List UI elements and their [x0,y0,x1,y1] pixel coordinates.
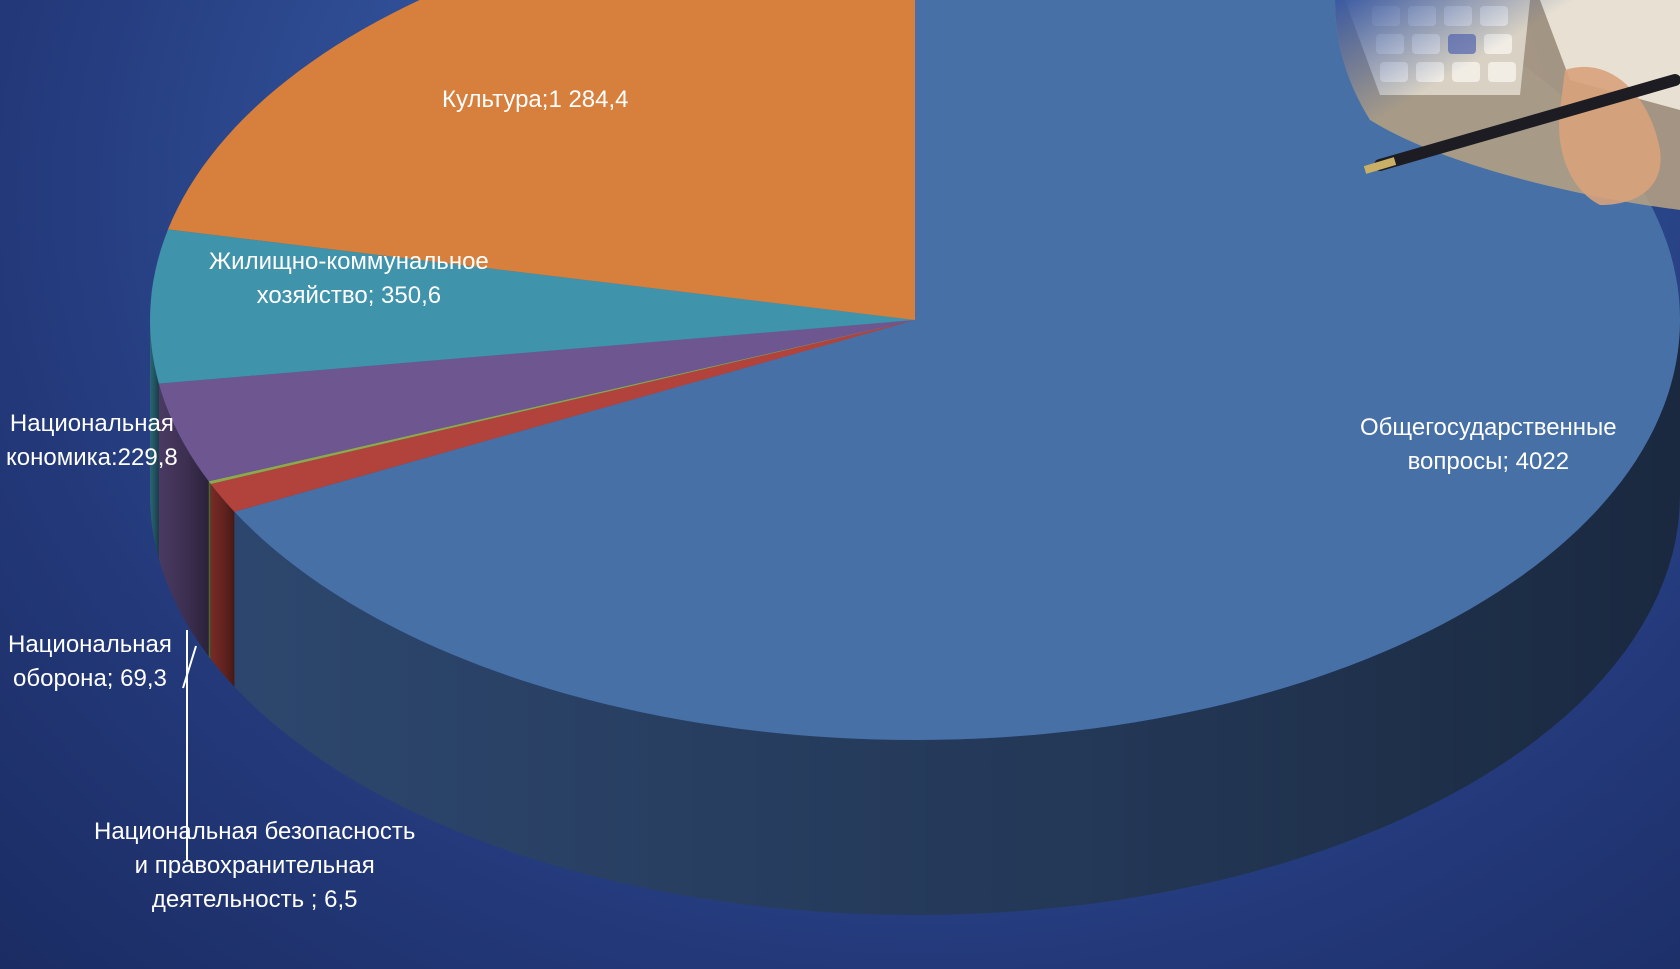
slice-label-line: деятельность ; 6,5 [151,886,358,913]
pie-side-layer [150,320,1680,915]
slice-label-line: оборона; 69,3 [13,665,167,692]
pie-slice-3 [158,320,916,482]
slice-label-1: Национальная оборона; 69,3 [8,628,172,696]
slice-label-5: Культура;1 284,4 [442,83,629,117]
slice-label-line: кономика:229,8 [6,444,178,471]
pie-slice-0 [234,0,1680,740]
slice-label-4: Жилищно-коммунальное хозяйство; 350,6 [209,245,489,313]
leader-line-defense [182,645,197,689]
pen-tip [1363,157,1397,174]
slice-label-line: хозяйство; 350,6 [256,282,442,309]
photo-fade [1335,0,1680,210]
slice-label-line: Национальная [8,631,172,658]
pie-slice-4-side-shade [150,320,159,559]
slice-label-line: и правохранительная [134,852,375,879]
pie-slice-2-side-shade [208,481,211,659]
slice-label-line: Общегосударственные [1360,414,1617,441]
pie-slice-1-side-shade [210,484,235,687]
calculator-pen-photo [1335,0,1680,210]
leader-lines [182,630,197,861]
slice-label-line: Национальная безопасность [94,818,416,845]
pie-slice-2 [208,320,915,484]
slice-label-line: Жилищно-коммунальное [209,248,489,275]
pie-slice-0-side-shade [234,320,1680,915]
slice-label-2: Национальная безопасность и правохранител… [94,815,415,917]
pie-slice-5 [168,0,915,320]
pie-top-layer [150,0,1680,740]
pie-slice-1 [210,320,915,512]
slice-label-3: Национальная кономика:229,8 [6,407,178,475]
pie-slice-3-side-shade [158,383,209,657]
slice-label-line: вопросы; 4022 [1407,448,1570,475]
slice-label-0: Общегосударственные вопросы; 4022 [1360,411,1617,479]
slice-label-line: Национальная [9,410,174,437]
slice-label-line: Культура;1 284,4 [442,86,629,113]
pie-slice-4 [150,229,915,384]
